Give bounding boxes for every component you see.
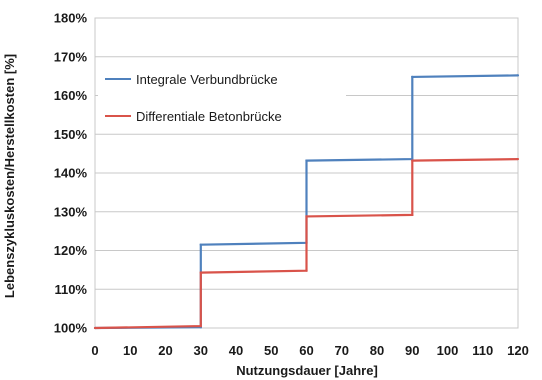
series-0-point (411, 75, 414, 78)
series-1-point (199, 271, 202, 274)
y-tick-label: 110% (54, 282, 87, 297)
y-tick-label: 180% (54, 11, 88, 26)
x-axis-ticks: 0 10 20 30 40 50 60 70 80 90 100 110 120 (91, 343, 528, 358)
y-tick-label: 140% (54, 166, 88, 181)
series-line-1 (94, 158, 519, 330)
x-tick-label: 100 (437, 343, 459, 358)
legend: Integrale Verbundbrücke Differentiale Be… (98, 62, 346, 132)
series-1-point (516, 157, 520, 161)
x-tick-label: 60 (299, 343, 313, 358)
x-tick-label: 30 (194, 343, 208, 358)
x-tick-label: 50 (264, 343, 278, 358)
series-1-point (411, 213, 414, 216)
y-axis-ticks: 100% 110% 120% 130% 140% 150% 160% 170% 180% (54, 11, 88, 336)
y-tick-label: 150% (54, 127, 88, 142)
series-1-point (305, 269, 308, 272)
series-lines (93, 74, 520, 330)
x-tick-label: 10 (123, 343, 137, 358)
x-tick-label: 90 (405, 343, 419, 358)
x-axis-label: Nutzungsdauer [Jahre] (236, 363, 378, 378)
legend-label-integrale: Integrale Verbundbrücke (136, 72, 278, 87)
series-0-point (305, 159, 308, 162)
x-tick-label: 20 (158, 343, 172, 358)
x-tick-label: 80 (370, 343, 384, 358)
series-1-point (93, 326, 97, 330)
series-1-point (305, 215, 308, 218)
x-tick-label: 110 (472, 343, 493, 358)
x-tick-label: 120 (507, 343, 529, 358)
series-1-point (199, 324, 202, 328)
y-tick-label: 100% (54, 321, 88, 336)
series-0-point (199, 243, 202, 246)
x-tick-label: 0 (91, 343, 98, 358)
y-axis-label: Lebenszykluskosten/Herstellkosten [%] (2, 54, 17, 298)
series-1-point (411, 159, 414, 162)
x-tick-label: 40 (229, 343, 243, 358)
y-tick-label: 170% (54, 49, 88, 64)
legend-label-differentiale: Differentiale Betonbrücke (136, 109, 282, 124)
y-tick-label: 160% (54, 88, 88, 103)
y-tick-label: 130% (54, 204, 88, 219)
legend-box (98, 62, 346, 132)
x-tick-label: 70 (335, 343, 349, 358)
series-0-point (516, 74, 520, 77)
y-tick-label: 120% (54, 243, 88, 258)
